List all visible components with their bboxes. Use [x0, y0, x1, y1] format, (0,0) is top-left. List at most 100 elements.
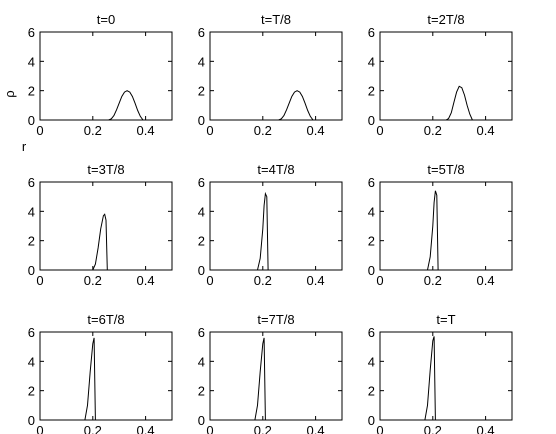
- subplot-title: t=T/8: [261, 12, 291, 27]
- density-curve: [210, 90, 342, 121]
- axes-frame: [379, 181, 513, 271]
- x-tick-label: 0: [206, 423, 213, 434]
- axes-frame: [209, 31, 343, 121]
- x-tick-label: 0.4: [477, 423, 495, 434]
- density-curve: [40, 213, 172, 271]
- x-axis-label: r: [22, 139, 27, 154]
- density-curve: [380, 190, 512, 271]
- x-tick-label: 0.4: [137, 423, 155, 434]
- x-tick-label: 0.4: [307, 123, 325, 138]
- axes-frame: [209, 331, 343, 421]
- x-tick-label: 0: [206, 123, 213, 138]
- y-tick-label: 6: [198, 25, 205, 40]
- density-curve: [210, 191, 342, 271]
- y-tick-label: 4: [368, 354, 375, 369]
- x-tick-label: 0.4: [137, 123, 155, 138]
- y-tick-label: 4: [368, 204, 375, 219]
- x-tick-label: 0.4: [307, 423, 325, 434]
- x-tick-label: 0.4: [477, 123, 495, 138]
- x-tick-label: 0: [376, 273, 383, 288]
- y-tick-label: 2: [198, 384, 205, 399]
- x-tick-label: 0: [206, 273, 213, 288]
- y-tick-label: 6: [198, 175, 205, 190]
- subplot-7: 0 0.2 0.4 0 2 4 6 t=6T/8: [28, 312, 173, 434]
- y-tick-label: 4: [28, 54, 35, 69]
- x-tick-label: 0.4: [477, 273, 495, 288]
- density-curve: [210, 337, 342, 421]
- x-tick-label: 0.2: [84, 123, 102, 138]
- x-tick-label: 0.2: [424, 273, 442, 288]
- y-tick-label: 2: [28, 84, 35, 99]
- subplot-6: 0 0.2 0.4 0 2 4 6 t=5T/8: [368, 162, 513, 288]
- x-tick-label: 0: [376, 423, 383, 434]
- y-tick-label: 6: [198, 325, 205, 340]
- x-tick-label: 0.2: [254, 423, 272, 434]
- y-tick-label: 2: [198, 234, 205, 249]
- axes-frame: [379, 31, 513, 121]
- subplot-8: 0 0.2 0.4 0 2 4 6 t=7T/8: [198, 312, 343, 434]
- density-curve: [380, 336, 512, 421]
- x-tick-label: 0.2: [84, 423, 102, 434]
- y-tick-label: 2: [368, 84, 375, 99]
- subplot-title: t=T: [436, 312, 455, 327]
- subplot-title: t=3T/8: [87, 162, 124, 177]
- density-curve: [40, 90, 172, 121]
- y-tick-label: 0: [198, 113, 205, 128]
- y-tick-label: 4: [198, 54, 205, 69]
- subplot-9: 0 0.2 0.4 0 2 4 6 t=T: [368, 312, 513, 434]
- subplot-title: t=0: [97, 12, 115, 27]
- subplot-title: t=5T/8: [427, 162, 464, 177]
- x-tick-label: 0: [36, 123, 43, 138]
- density-curve: [40, 337, 172, 421]
- y-tick-label: 0: [28, 413, 35, 428]
- x-tick-label: 0.2: [84, 273, 102, 288]
- y-axis-label: ρ: [2, 90, 17, 97]
- y-tick-label: 2: [28, 234, 35, 249]
- subplot-1: 0 0.2 0.4 0 2 4 6 t=0 ρ r: [2, 12, 173, 154]
- y-tick-label: 6: [368, 325, 375, 340]
- y-tick-label: 4: [368, 54, 375, 69]
- y-tick-label: 6: [28, 325, 35, 340]
- subplot-title: t=6T/8: [87, 312, 124, 327]
- y-tick-label: 0: [368, 413, 375, 428]
- y-tick-label: 0: [28, 113, 35, 128]
- subplot-title: t=7T/8: [257, 312, 294, 327]
- subplot-4: 0 0.2 0.4 0 2 4 6 t=3T/8: [28, 162, 173, 288]
- y-tick-label: 0: [368, 113, 375, 128]
- y-tick-label: 4: [198, 204, 205, 219]
- x-tick-label: 0.2: [424, 123, 442, 138]
- axes-frame: [39, 181, 173, 271]
- x-tick-label: 0: [376, 123, 383, 138]
- y-tick-label: 4: [198, 354, 205, 369]
- y-tick-label: 4: [28, 204, 35, 219]
- x-tick-label: 0: [36, 273, 43, 288]
- x-tick-label: 0: [36, 423, 43, 434]
- y-tick-label: 6: [368, 175, 375, 190]
- y-tick-label: 2: [368, 384, 375, 399]
- subplot-2: 0 0.2 0.4 0 2 4 6 t=T/8: [198, 12, 343, 138]
- density-curve: [380, 85, 512, 121]
- y-tick-label: 2: [198, 84, 205, 99]
- subplot-3: 0 0.2 0.4 0 2 4 6 t=2T/8: [368, 12, 513, 138]
- subplot-title: t=2T/8: [427, 12, 464, 27]
- axes-frame: [209, 181, 343, 271]
- x-tick-label: 0.2: [254, 273, 272, 288]
- y-tick-label: 0: [198, 263, 205, 278]
- y-tick-label: 6: [368, 25, 375, 40]
- axes-frame: [39, 331, 173, 421]
- x-tick-label: 0.2: [424, 423, 442, 434]
- subplot-5: 0 0.2 0.4 0 2 4 6 t=4T/8: [198, 162, 343, 288]
- y-tick-label: 4: [28, 354, 35, 369]
- axes-frame: [39, 31, 173, 121]
- y-tick-label: 6: [28, 25, 35, 40]
- y-tick-label: 6: [28, 175, 35, 190]
- y-tick-label: 0: [28, 263, 35, 278]
- x-tick-label: 0.4: [137, 273, 155, 288]
- x-tick-label: 0.2: [254, 123, 272, 138]
- y-tick-label: 0: [198, 413, 205, 428]
- y-tick-label: 2: [28, 384, 35, 399]
- x-tick-label: 0.4: [307, 273, 325, 288]
- subplot-title: t=4T/8: [257, 162, 294, 177]
- axes-frame: [379, 331, 513, 421]
